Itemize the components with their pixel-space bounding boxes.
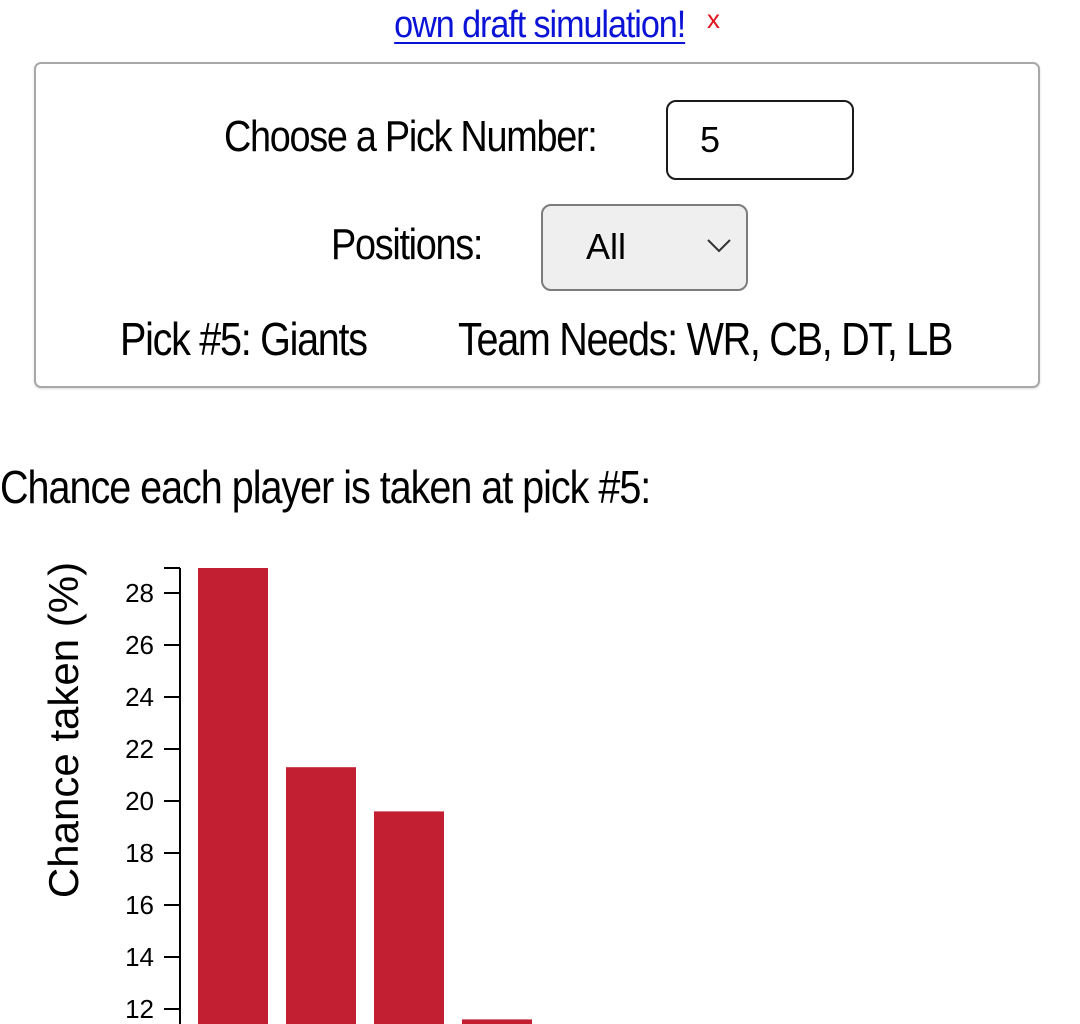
y-tick-label: 22 (125, 734, 154, 764)
bar[interactable] (374, 811, 444, 1024)
chevron-down-icon (707, 239, 731, 253)
chart-heading: Chance each player is taken at pick #5: (0, 461, 651, 513)
team-needs-text: Team Needs: WR, CB, DT, LB (458, 313, 953, 365)
pick-number-input[interactable] (666, 100, 854, 180)
y-tick-label: 20 (125, 786, 154, 816)
y-tick-label: 28 (125, 578, 154, 608)
bars-group (198, 568, 532, 1024)
y-axis-label: Chance taken (%) (40, 562, 87, 898)
y-axis: 12 14 16 18 20 22 24 26 28 (125, 567, 181, 1024)
y-tick-label: 14 (125, 942, 154, 972)
close-icon[interactable]: x (707, 4, 720, 34)
pick-number-label: Choose a Pick Number: (224, 112, 598, 161)
y-tick-label: 24 (125, 682, 154, 712)
bar[interactable] (462, 1019, 532, 1024)
positions-label: Positions: (331, 220, 483, 269)
positions-select-value: All (586, 226, 627, 267)
draft-simulation-link[interactable]: own draft simulation! (394, 4, 687, 46)
y-tick-label: 26 (125, 630, 154, 660)
y-tick-label: 12 (125, 994, 154, 1024)
y-tick-label: 18 (125, 838, 154, 868)
probability-bar-chart: 12 14 16 18 20 22 24 26 28 Chance taken (%) (40, 562, 532, 1024)
pick-info-text: Pick #5: Giants (120, 313, 368, 365)
top-banner: own draft simulation! (0, 4, 1080, 54)
bar[interactable] (198, 568, 268, 1024)
y-tick-label: 16 (125, 890, 154, 920)
positions-select[interactable]: All (541, 204, 748, 291)
bar[interactable] (286, 767, 356, 1024)
control-panel (34, 62, 1040, 388)
